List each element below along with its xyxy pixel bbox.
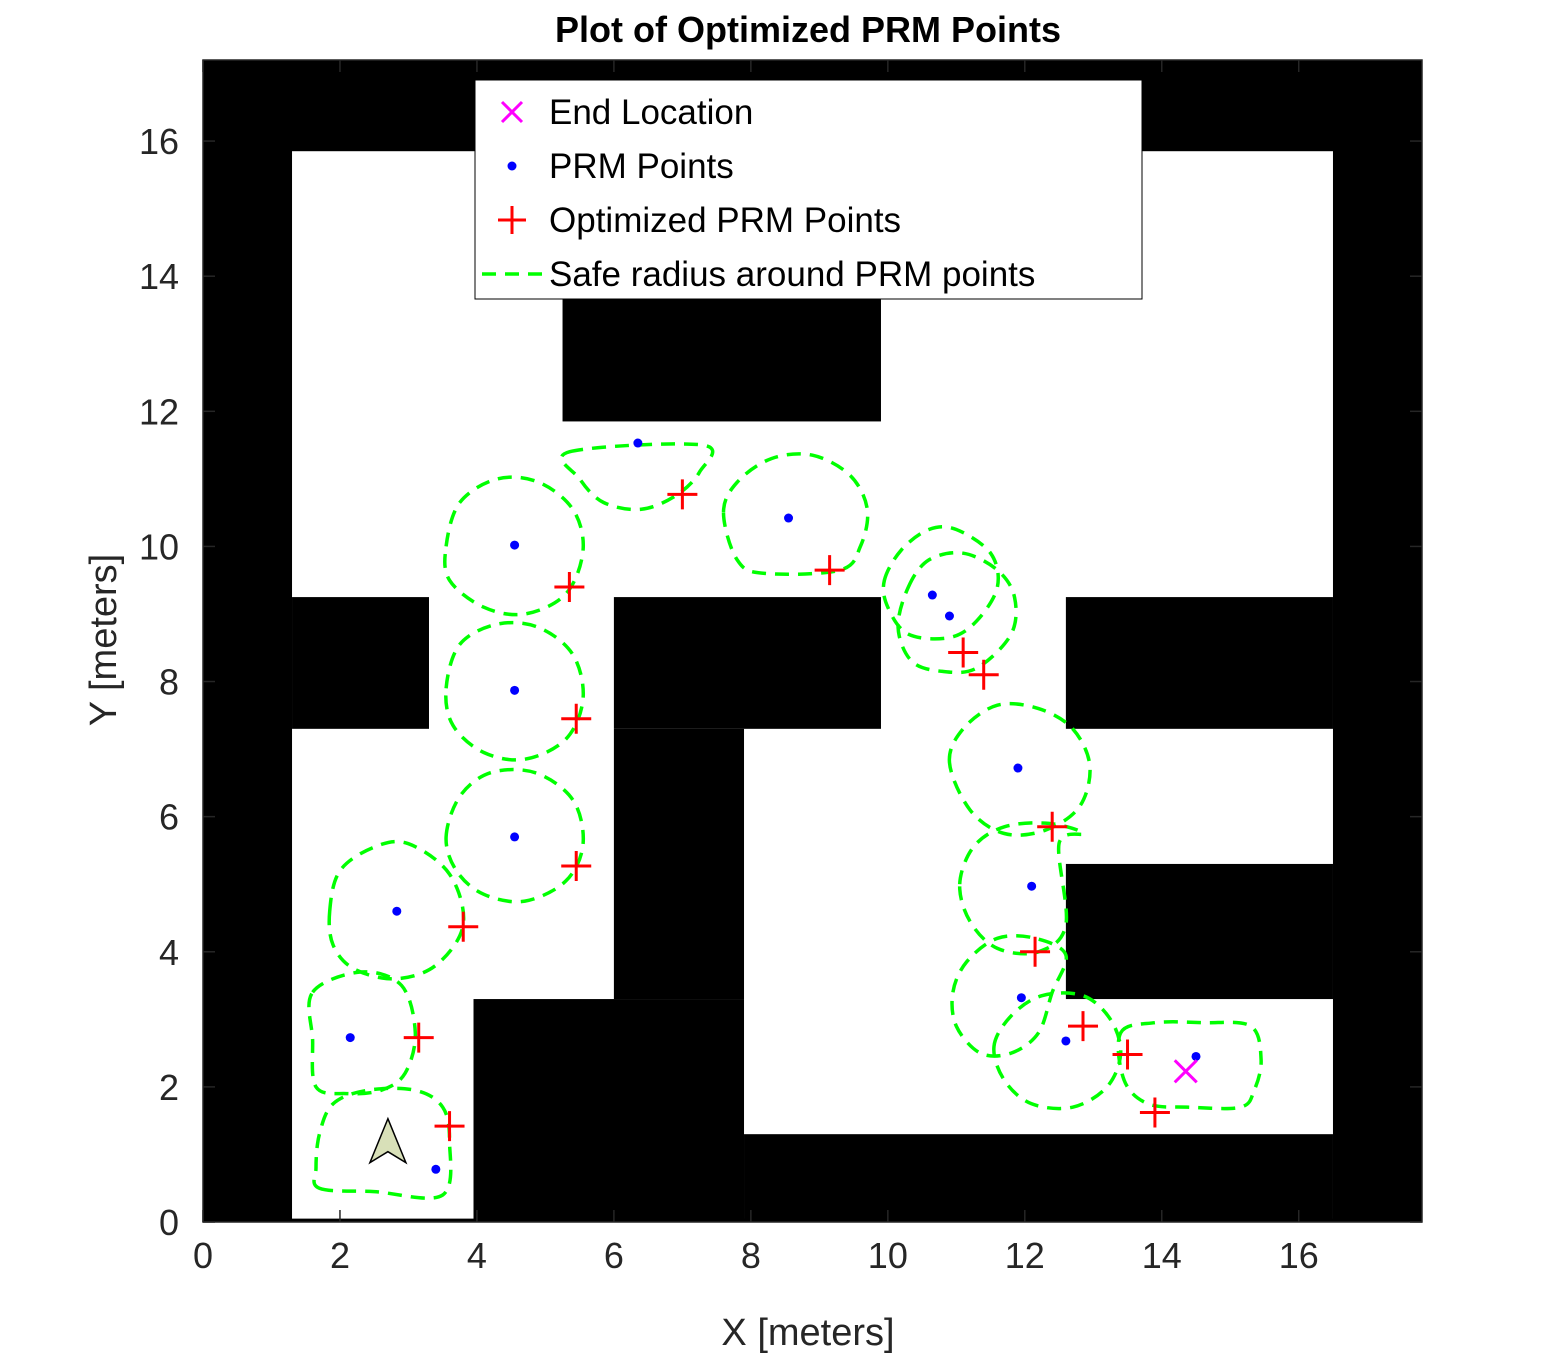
safe-region-7 (721, 452, 870, 577)
x-tick-label-7: 14 (1142, 1235, 1182, 1276)
optimized-point-7 (814, 555, 845, 586)
safe-region-8 (881, 525, 1001, 641)
safe-region-14 (1116, 1020, 1263, 1111)
obstacle-8 (473, 999, 745, 1222)
optimized-point-14 (1139, 1097, 1170, 1128)
legend-marker-prm (507, 161, 517, 171)
y-tick-label-7: 14 (139, 256, 179, 297)
x-tick-label-6: 12 (1005, 1235, 1045, 1276)
y-tick-label-3: 6 (159, 797, 179, 838)
safe-region-9 (896, 550, 1018, 675)
optimized-point-6 (667, 479, 698, 510)
legend-label-0: End Location (549, 93, 753, 132)
safe-region-5 (443, 475, 586, 617)
y-tick-label-0: 0 (159, 1202, 179, 1243)
optimized-point-3 (561, 850, 592, 881)
obstacle-4 (292, 597, 429, 729)
prm-points (345, 438, 1201, 1174)
safe-region-0 (312, 1086, 453, 1200)
y-tick-label-5: 10 (139, 526, 179, 567)
legend-label-3: Safe radius around PRM points (549, 255, 1035, 294)
legend-box (474, 79, 1143, 300)
optimized-point-1 (403, 1022, 434, 1053)
legend: End Location PRM Points Optimized PRM Poin… (474, 79, 1143, 300)
optimized-point-12 (1068, 1011, 1099, 1042)
prm-point-12 (1016, 993, 1026, 1003)
safe-region-4 (444, 620, 586, 762)
legend-entry-1: PRM Points (507, 147, 734, 186)
prm-point-8 (927, 590, 937, 600)
end-location-x (1173, 1059, 1198, 1084)
prm-point-2 (392, 906, 402, 916)
safe-region-1 (307, 970, 418, 1096)
optimized-prm-points (403, 479, 1170, 1142)
prm-point-7 (784, 513, 794, 523)
vehicle-marker (368, 1116, 408, 1165)
y-tick-label-6: 12 (139, 391, 179, 432)
optimized-point-10 (1037, 811, 1068, 842)
legend-entry-0: End Location (500, 93, 753, 132)
obstacle-7 (613, 728, 745, 1000)
prm-point-13 (1061, 1036, 1071, 1046)
legend-entry-2: Optimized PRM Points (498, 201, 901, 240)
safe-region-6 (559, 442, 715, 512)
optimized-point-4 (561, 703, 592, 734)
vehicle-arrow-icon (368, 1116, 408, 1165)
prm-point-14 (1191, 1051, 1201, 1061)
optimized-point-13 (1112, 1039, 1143, 1070)
legend-label-1: PRM Points (549, 147, 734, 186)
y-tick-label-2: 4 (159, 932, 179, 973)
optimized-point-11 (1020, 936, 1051, 967)
x-tick-label-4: 8 (741, 1235, 761, 1276)
obstacle-6 (613, 597, 881, 729)
x-tick-label-0: 0 (193, 1235, 213, 1276)
legend-marker-optimized (498, 206, 526, 234)
x-axis-ticks: 0 2 4 6 8 10 12 14 16 (193, 60, 1319, 1276)
legend-label-2: Optimized PRM Points (549, 201, 901, 240)
x-tick-label-1: 2 (330, 1235, 350, 1276)
y-tick-label-8: 16 (139, 121, 179, 162)
legend-entry-3: Safe radius around PRM points (482, 255, 1035, 294)
prm-point-10 (1013, 763, 1023, 773)
optimized-point-8 (948, 637, 979, 668)
prm-point-3 (510, 832, 520, 842)
y-axis-label: Y [meters] (83, 554, 125, 726)
prm-point-9 (944, 611, 954, 621)
optimized-point-2 (448, 911, 479, 942)
obstacle-9 (744, 1134, 1333, 1222)
prm-point-1 (345, 1033, 355, 1043)
obstacle-2 (1332, 60, 1422, 1222)
safe-region-11 (957, 821, 1085, 956)
obstacle-1 (203, 60, 293, 1222)
x-tick-label-8: 16 (1279, 1235, 1319, 1276)
y-tick-label-4: 8 (159, 662, 179, 703)
safe-region-12 (950, 933, 1069, 1058)
y-tick-label-1: 2 (159, 1067, 179, 1108)
obstacle-10 (1065, 597, 1333, 729)
axes-box (202, 59, 1423, 1223)
y-axis-ticks: 0 2 4 6 8 10 12 14 16 (139, 121, 1422, 1243)
prm-point-6 (633, 438, 643, 448)
safe-region-3 (444, 767, 586, 904)
prm-point-4 (510, 685, 520, 695)
x-tick-label-3: 6 (604, 1235, 624, 1276)
legend-marker-end (500, 100, 524, 124)
obstacle-11 (1065, 863, 1333, 1000)
optimized-point-0 (434, 1111, 465, 1142)
legend-entries: End Location PRM Points Optimized PRM Poin… (482, 93, 1035, 294)
end-location-marker (1173, 1059, 1198, 1084)
prm-point-5 (510, 540, 520, 550)
safe-region-2 (327, 839, 466, 981)
x-tick-label-5: 10 (868, 1235, 908, 1276)
x-axis-label: X [meters] (721, 1312, 894, 1354)
prm-point-11 (1027, 881, 1037, 891)
optimized-point-9 (968, 659, 999, 690)
x-tick-label-2: 4 (467, 1235, 487, 1276)
chart-title: Plot of Optimized PRM Points (555, 9, 1061, 50)
optimized-point-5 (554, 571, 585, 602)
prm-point-0 (431, 1164, 441, 1174)
